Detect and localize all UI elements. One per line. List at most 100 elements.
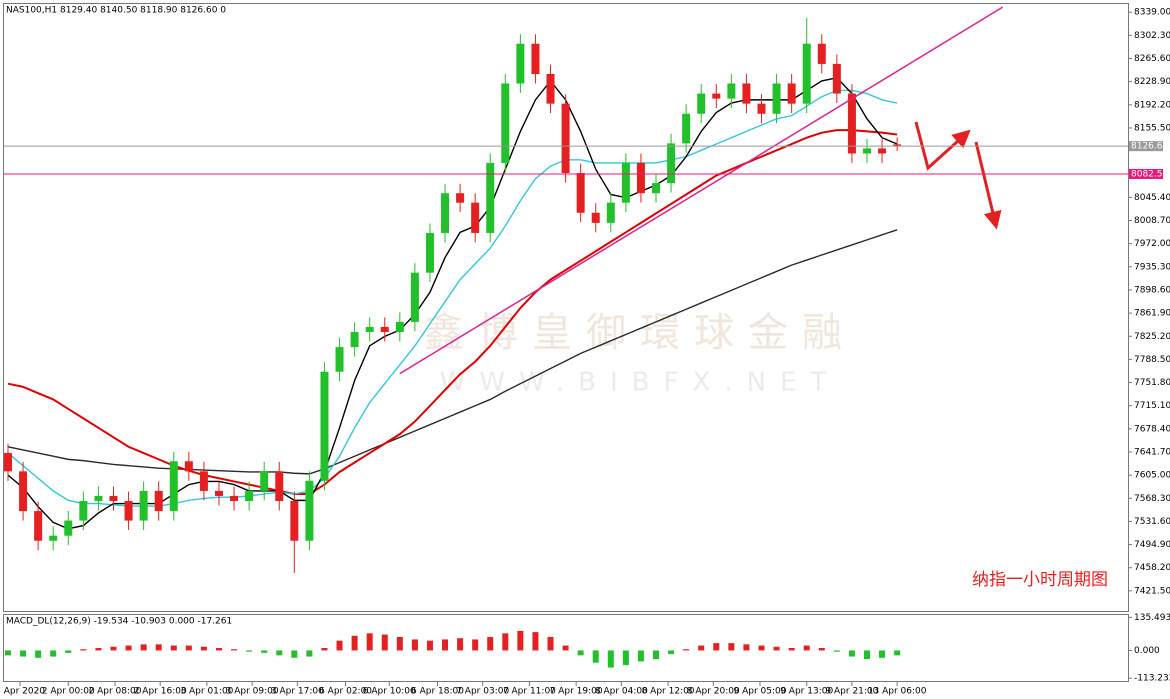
macd-bar <box>472 639 479 651</box>
candle-body <box>878 148 887 154</box>
macd-bar <box>622 650 629 666</box>
macd-bar <box>396 637 403 651</box>
candle-body <box>260 471 269 491</box>
macd-bar <box>698 645 705 651</box>
candle-body <box>109 495 118 501</box>
y-tick-label: 7751.80 <box>1134 378 1170 388</box>
y-tick-label: 7715.10 <box>1134 401 1170 411</box>
arrow-down <box>974 141 1002 230</box>
x-tick-label: 8 Apr 12:00 <box>642 687 695 697</box>
macd-bar <box>833 650 840 652</box>
macd-bar <box>773 646 780 651</box>
candle-body <box>636 162 645 194</box>
candle-body <box>199 471 208 491</box>
y-tick-label: 8192.20 <box>1134 100 1170 110</box>
candle-body <box>621 162 630 203</box>
macd-bar <box>291 650 298 658</box>
candle-body <box>290 500 299 541</box>
macd-bar <box>758 645 765 651</box>
candle-body <box>456 193 465 203</box>
macd-bar <box>532 632 539 651</box>
candle-body <box>787 83 796 104</box>
candle-body <box>350 331 359 348</box>
macd-bar <box>125 645 132 651</box>
candle-body <box>214 490 223 496</box>
candle-body <box>79 500 88 521</box>
candle-body <box>139 490 148 521</box>
candle-body <box>832 63 841 94</box>
candle-body <box>531 43 540 75</box>
candle-body <box>19 471 28 512</box>
y-tick-label: 7788.50 <box>1134 355 1170 365</box>
y-tick-label: 8339.00 <box>1134 8 1170 18</box>
macd-bar <box>336 640 343 651</box>
macd-bar <box>95 648 102 651</box>
macd-bar <box>5 650 11 656</box>
watermark-url: WWW.BIBFX.NET <box>440 368 841 398</box>
price-tag-label: 8126.60 <box>1131 142 1168 152</box>
candle-body <box>441 193 450 233</box>
candle-body <box>230 495 239 501</box>
x-tick-label: 6 Apr 18:00 <box>411 687 464 697</box>
candle-body <box>501 83 510 163</box>
macd-bar <box>743 644 750 651</box>
candle-body <box>49 535 58 541</box>
macd-bar <box>653 650 660 659</box>
macd-bar <box>502 633 509 651</box>
candle-body <box>94 495 103 501</box>
candle-body <box>275 471 284 501</box>
trendline <box>399 6 1004 375</box>
y-tick-label: 0.000 <box>1134 646 1160 656</box>
macd-title: MACD_DL(12,26,9) -19.534 -10.903 0.000 -… <box>6 617 232 627</box>
x-tick-label: 9 Apr 13:00 <box>780 687 833 697</box>
candle-body <box>893 144 902 147</box>
candle-body <box>667 143 676 184</box>
candle-body <box>380 326 389 332</box>
candle-body <box>320 371 329 481</box>
price-tag-label: 8082.51 <box>1131 169 1168 179</box>
candle-body <box>652 183 661 194</box>
candle-body <box>154 490 163 512</box>
ma-line <box>7 229 898 475</box>
y-tick-label: 135.493 <box>1134 613 1170 623</box>
macd-bar <box>366 633 373 651</box>
y-tick-label: 8265.60 <box>1134 54 1170 64</box>
y-tick-label: 7935.30 <box>1134 262 1170 272</box>
arrows <box>914 121 1002 230</box>
macd-bar <box>517 630 524 651</box>
candle-body <box>471 202 480 233</box>
price-frame <box>3 3 1129 612</box>
candle-body <box>425 232 434 273</box>
macd-bar <box>246 650 253 652</box>
macd-bar <box>215 648 222 651</box>
candle-body <box>802 43 811 104</box>
x-tick-label: 6 Apr 10:00 <box>363 687 416 697</box>
candle-body <box>486 162 495 233</box>
macd-bar <box>894 650 901 656</box>
y-tick-label: 7494.90 <box>1134 540 1170 550</box>
x-tick-label: 7 Apr 03:00 <box>456 687 509 697</box>
macd-bar <box>140 644 147 651</box>
macd-bar <box>306 650 313 657</box>
candle-body <box>757 103 766 114</box>
macd-bar <box>592 650 599 663</box>
x-tick-label: 3 Apr 01:00 <box>180 687 233 697</box>
candle-body <box>772 83 781 114</box>
macd-bar <box>276 650 283 656</box>
macd-bar <box>728 643 735 651</box>
macd-bar <box>35 650 42 658</box>
x-tick-label: 7 Apr 19:00 <box>550 687 603 697</box>
macd-bar <box>442 639 449 651</box>
macd-bar <box>818 648 825 651</box>
candle-body <box>682 113 691 144</box>
price-tag <box>1129 168 1163 179</box>
macd-bar <box>577 650 584 656</box>
macd-bar <box>879 650 886 658</box>
macd-bar <box>848 650 855 657</box>
candle-body <box>245 490 254 501</box>
candle-body <box>712 93 721 99</box>
candle-body <box>697 93 706 114</box>
y-tick-label: 7568.30 <box>1134 494 1170 504</box>
candle-body <box>591 212 600 223</box>
